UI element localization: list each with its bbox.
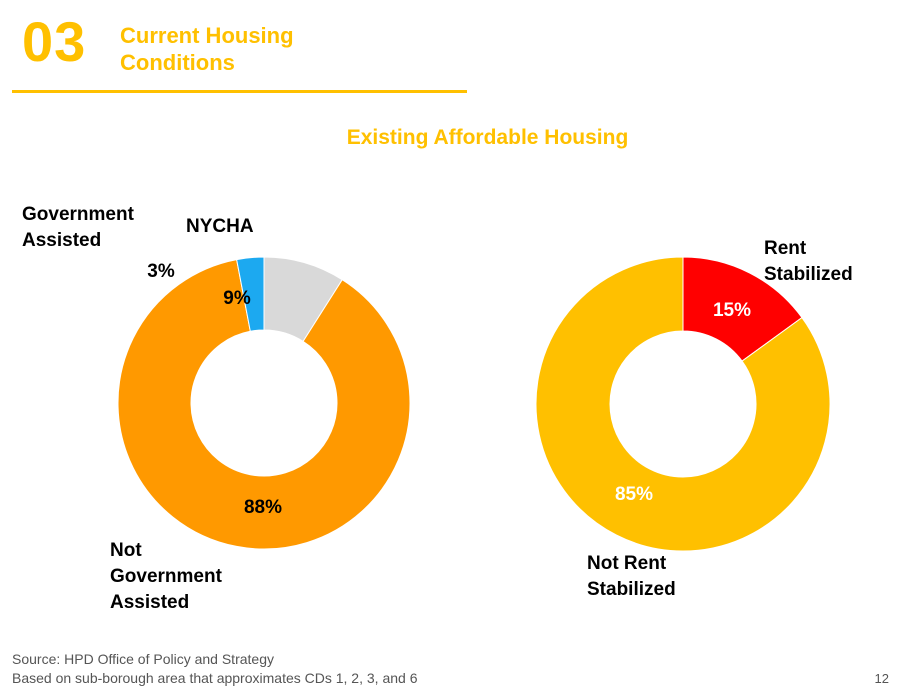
label-not-rent-stabilized: Not Rent Stabilized bbox=[587, 551, 676, 603]
label-not-gov-line3: Assisted bbox=[110, 592, 190, 613]
slice-rent-stabilized-pct-label: 15% bbox=[713, 300, 751, 321]
label-not-gov-line1: Not bbox=[110, 540, 142, 561]
label-nycha: NYCHA bbox=[186, 216, 254, 237]
source-note: Source: HPD Office of Policy and Strateg… bbox=[12, 650, 417, 688]
slice-not-government-assisted-pct-label: 88% bbox=[244, 497, 282, 518]
source-line-1: Source: HPD Office of Policy and Strateg… bbox=[12, 651, 274, 667]
section-title: Current Housing Conditions bbox=[120, 23, 294, 75]
label-government-assisted-line2: Assisted bbox=[22, 230, 102, 251]
slice-not-government-assisted bbox=[117, 258, 411, 550]
page-number: 12 bbox=[874, 671, 889, 686]
label-not-government-assisted: Not Government Assisted bbox=[110, 538, 222, 616]
label-not-rent-stab-line1: Not Rent bbox=[587, 553, 667, 574]
chart-title: Existing Affordable Housing bbox=[346, 126, 629, 149]
label-rent-stabilized: Rent Stabilized bbox=[764, 236, 853, 288]
label-not-rent-stab-line2: Stabilized bbox=[587, 579, 676, 600]
slice-government-assisted bbox=[236, 256, 265, 332]
slice-not-rent-stabilized-pct-label: 85% bbox=[615, 484, 653, 505]
slice-not-rent-stabilized bbox=[535, 256, 831, 552]
label-rent-stab-line1: Rent bbox=[764, 238, 807, 259]
label-government-assisted-line1: Government bbox=[22, 204, 134, 225]
header-divider bbox=[12, 90, 467, 93]
slice-nycha-pct-label: 9% bbox=[223, 288, 251, 309]
section-number: 03 bbox=[22, 10, 87, 73]
label-not-gov-line2: Government bbox=[110, 566, 222, 587]
label-rent-stab-line2: Stabilized bbox=[764, 264, 853, 285]
label-government-assisted: Government Assisted bbox=[22, 202, 134, 254]
slice-government-assisted-pct-label: 3% bbox=[147, 261, 175, 282]
source-line-2: Based on sub-borough area that approxima… bbox=[12, 670, 418, 686]
